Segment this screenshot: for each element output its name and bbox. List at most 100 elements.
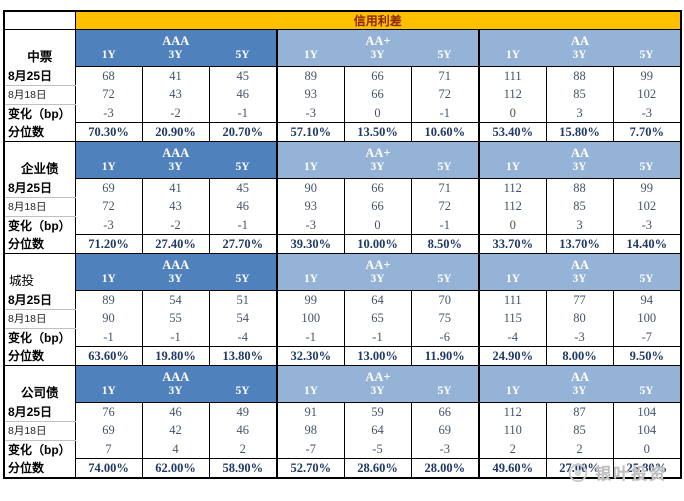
cell-s1-date2-c0: 72 (74, 197, 142, 216)
cell-s1-date1-c4: 66 (343, 178, 411, 197)
cell-s2-percentile-c7: 8.00% (545, 346, 613, 366)
cell-s1-change-c4: 0 (343, 216, 411, 235)
cell-s2-date2-c3: 100 (276, 309, 344, 328)
cell-s3-date2-c4: 64 (343, 421, 411, 440)
cell-s0-date2-c6: 112 (478, 85, 546, 104)
row-label-change: 变化（bp） (4, 104, 76, 123)
section-label: 中票 (4, 29, 76, 67)
cell-s1-percentile-c6: 33.70% (478, 234, 546, 254)
wechat-logo-icon (567, 461, 589, 483)
tenor-header-row: 1Y 3Y 5Y 1Y 3Y 5Y 1Y 3Y 5Y (4, 385, 682, 403)
cell-s3-change-c4: -5 (343, 440, 411, 459)
row-label-percentile: 分位数 (4, 458, 76, 478)
cell-s0-change-c0: -3 (74, 104, 142, 123)
tenor-header: 5Y (411, 385, 479, 403)
rating-header-aaa: AAA (75, 29, 277, 49)
cell-s3-date1-c0: 76 (74, 402, 142, 421)
tenor-header-row: 1Y 3Y 5Y 1Y 3Y 5Y 1Y 3Y 5Y (4, 49, 682, 67)
cell-s0-date1-c1: 41 (141, 66, 209, 85)
rating-header-aa-plus: AA+ (276, 365, 479, 385)
cell-s1-percentile-c0: 71.20% (74, 234, 142, 254)
tenor-header: 5Y (613, 161, 682, 179)
cell-s0-change-c5: -1 (410, 104, 479, 123)
row-label-date1: 8月25日 (4, 402, 76, 422)
cell-s1-percentile-c2: 27.70% (208, 234, 277, 254)
cell-s0-date2-c0: 72 (74, 85, 142, 104)
row-label-date2: 8月18日 (4, 85, 76, 105)
cell-s0-percentile-c1: 20.90% (141, 122, 209, 142)
cell-s3-change-c6: 2 (478, 440, 546, 459)
cell-s1-change-c7: 3 (545, 216, 613, 235)
cell-s0-change-c7: 3 (545, 104, 613, 123)
cell-s0-date2-c2: 46 (208, 85, 277, 104)
date1-row: 8月25日 89 54 51 99 64 70 111 77 94 (4, 290, 682, 310)
cell-s3-date1-c1: 46 (141, 402, 209, 421)
tenor-header: 5Y (411, 273, 479, 291)
tenor-header: 5Y (209, 273, 277, 291)
tenor-header: 5Y (613, 49, 682, 67)
tenor-header: 1Y (75, 161, 142, 179)
cell-s3-change-c3: -7 (276, 440, 344, 459)
cell-s2-percentile-c2: 13.80% (208, 346, 277, 366)
tenor-header: 1Y (478, 385, 546, 403)
cell-s0-date1-c2: 45 (208, 66, 277, 85)
row-label-change: 变化（bp） (4, 216, 76, 235)
tenor-header: 5Y (411, 161, 479, 179)
tenor-header: 3Y (546, 161, 613, 179)
cell-s0-date2-c4: 66 (343, 85, 411, 104)
cell-s2-date2-c0: 90 (74, 309, 142, 328)
change-row: 变化（bp） 7 4 2 -7 -5 -3 2 2 0 (4, 440, 682, 459)
section-label: 城投 (4, 253, 76, 291)
tenor-header-row: 1Y 3Y 5Y 1Y 3Y 5Y 1Y 3Y 5Y (4, 161, 682, 179)
cell-s0-change-c4: 0 (343, 104, 411, 123)
rating-header-aaa: AAA (75, 141, 277, 161)
tenor-header: 5Y (411, 49, 479, 67)
cell-s0-percentile-c8: 7.70% (612, 122, 682, 142)
cell-s0-change-c2: -1 (208, 104, 277, 123)
cell-s3-date1-c6: 112 (478, 402, 546, 421)
rating-header-aa-plus: AA+ (276, 141, 479, 161)
date1-row: 8月25日 69 41 45 90 66 71 112 88 99 (4, 178, 682, 198)
percentile-row: 分位数 63.60% 19.80% 13.80% 32.30% 13.00% 11.90% 2… (4, 346, 682, 366)
cell-s3-change-c5: -3 (410, 440, 479, 459)
cell-s2-date1-c2: 51 (208, 290, 277, 309)
watermark-label: 银叶投资 (594, 466, 667, 483)
row-label-date1: 8月25日 (4, 178, 76, 198)
cell-s3-date1-c5: 66 (410, 402, 479, 421)
cell-s2-change-c6: -4 (478, 328, 546, 347)
cell-s3-date2-c5: 69 (410, 421, 479, 440)
tenor-header: 3Y (344, 49, 411, 67)
tenor-header: 3Y (142, 49, 209, 67)
row-label-date1: 8月25日 (4, 290, 76, 310)
cell-s2-percentile-c3: 32.30% (276, 346, 344, 366)
table-corner-cell (4, 11, 76, 30)
cell-s1-date2-c5: 72 (410, 197, 479, 216)
cell-s2-date1-c4: 64 (343, 290, 411, 309)
cell-s3-change-c7: 2 (545, 440, 613, 459)
cell-s0-date2-c8: 102 (612, 85, 682, 104)
cell-s0-date1-c8: 99 (612, 66, 682, 85)
rating-header-aaa: AAA (75, 253, 277, 273)
cell-s3-date2-c2: 46 (208, 421, 277, 440)
row-label-date2: 8月18日 (4, 421, 76, 441)
cell-s2-date2-c2: 54 (208, 309, 277, 328)
cell-s3-date1-c2: 49 (208, 402, 277, 421)
cell-s0-date1-c5: 71 (410, 66, 479, 85)
cell-s3-date2-c6: 110 (478, 421, 546, 440)
rating-header-aa: AA (477, 253, 682, 273)
date1-row: 8月25日 76 46 49 91 59 66 112 87 104 (4, 402, 682, 422)
tenor-header: 1Y (276, 161, 344, 179)
row-label-percentile: 分位数 (4, 234, 76, 254)
cell-s1-percentile-c7: 13.70% (545, 234, 613, 254)
cell-s1-date1-c7: 88 (545, 178, 613, 197)
cell-s0-date1-c7: 88 (545, 66, 613, 85)
row-label-percentile: 分位数 (4, 346, 76, 366)
cell-s1-change-c5: -1 (410, 216, 479, 235)
change-row: 变化（bp） -1 -1 -4 -1 -1 -6 -4 -3 -7 (4, 328, 682, 347)
cell-s2-change-c5: -6 (410, 328, 479, 347)
rating-header-aa: AA (477, 365, 682, 385)
cell-s3-date1-c3: 91 (276, 402, 344, 421)
row-label-date2: 8月18日 (4, 197, 76, 217)
cell-s0-percentile-c5: 10.60% (410, 122, 479, 142)
cell-s0-date1-c4: 66 (343, 66, 411, 85)
